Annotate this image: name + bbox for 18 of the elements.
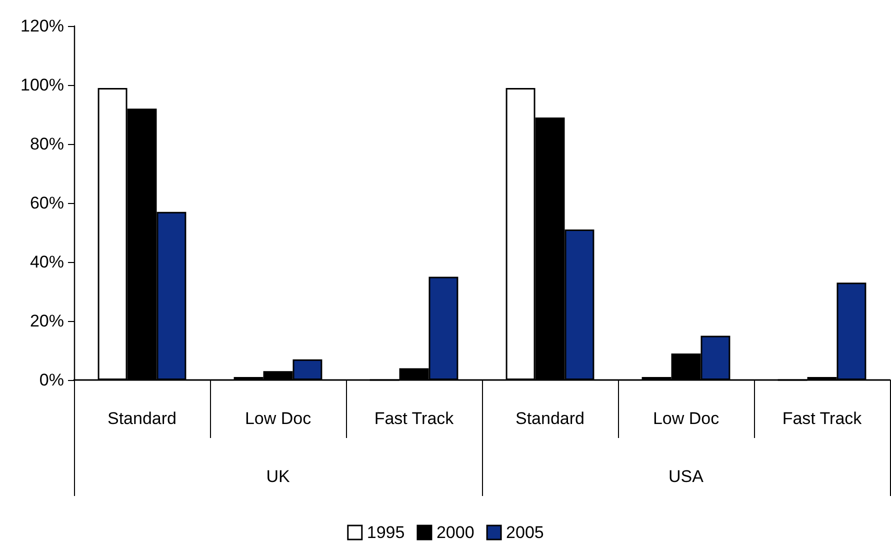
y-tick-label: 0% bbox=[39, 370, 64, 390]
y-tick-label: 100% bbox=[20, 76, 64, 94]
x-tick-label: Low Doc bbox=[652, 409, 720, 428]
text: UK bbox=[266, 467, 290, 486]
y-tick-label: 120% bbox=[20, 16, 64, 36]
x-tick-label: Fast Track bbox=[374, 409, 454, 428]
y-tick-label: 60% bbox=[30, 194, 64, 212]
legend-label: 1995 bbox=[366, 523, 405, 542]
text: USA bbox=[668, 467, 704, 486]
y-tick-label: 40% bbox=[30, 252, 64, 272]
y-tick-label: 80% bbox=[30, 134, 64, 154]
legend-label: 2000 bbox=[436, 523, 474, 542]
x-tick-label: Low Doc bbox=[244, 409, 312, 428]
x-tick-label: Standard bbox=[108, 409, 176, 428]
x-tick-label: Standard bbox=[516, 409, 584, 428]
y-tick-label: 20% bbox=[30, 312, 64, 330]
x-tick-label: Fast Track bbox=[782, 409, 862, 428]
legend-label: 2005 bbox=[506, 523, 544, 542]
